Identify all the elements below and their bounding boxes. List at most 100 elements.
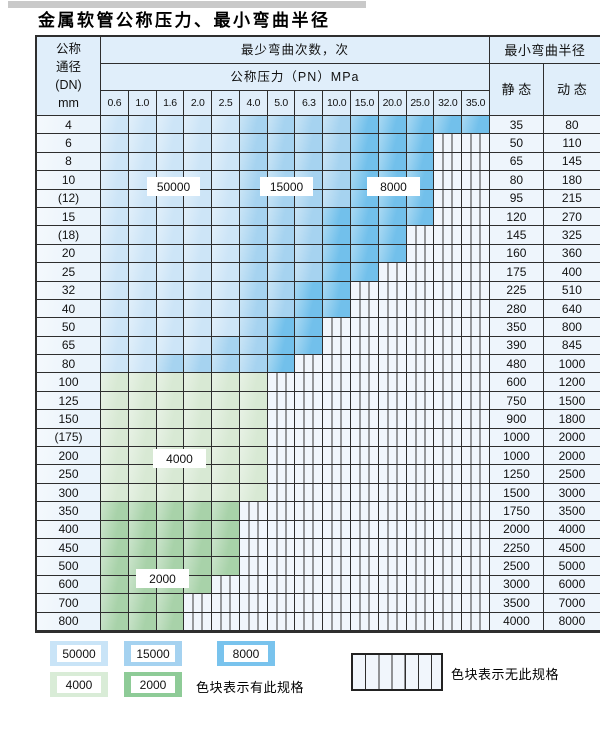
page-title: 金属软管公称压力、最小弯曲半径	[38, 11, 331, 31]
spec-cell	[462, 152, 490, 172]
dynamic-radius-cell: 2000	[543, 428, 600, 448]
pressure-col-header: 15.0	[351, 91, 379, 116]
spec-cell	[156, 263, 185, 282]
spec-cell	[156, 410, 185, 429]
dynamic-radius-cell: 80	[543, 116, 600, 135]
spec-cell	[101, 538, 129, 558]
spec-cell	[101, 612, 129, 631]
spec-cell	[462, 336, 490, 356]
dn-cell: 40	[37, 299, 101, 319]
spec-cell	[239, 134, 268, 153]
spec-cell	[295, 410, 324, 429]
dn-header-line: mm	[58, 95, 79, 110]
dynamic-radius-cell: 2500	[543, 465, 600, 484]
spec-cell	[323, 299, 352, 319]
dynamic-radius-cell: 110	[543, 134, 600, 153]
spec-cell	[462, 263, 490, 282]
spec-cell	[101, 502, 129, 521]
spec-cell	[267, 465, 296, 484]
spec-cell	[128, 465, 157, 484]
static-radius-cell: 750	[489, 391, 544, 411]
spec-cell	[295, 207, 324, 227]
pressure-col-header: 4.0	[239, 91, 268, 116]
pressure-col-header: 0.6	[101, 91, 129, 116]
spec-cell	[406, 465, 435, 484]
spec-cell	[462, 447, 490, 466]
static-radius-cell: 1250	[489, 465, 544, 484]
dn-header-line: (DN)	[55, 77, 82, 92]
dn-cell: 350	[37, 502, 101, 521]
spec-cell	[323, 538, 352, 558]
spec-cell	[378, 244, 407, 264]
spec-cell	[128, 483, 157, 503]
spec-cell	[101, 318, 129, 337]
spec-cell	[212, 299, 240, 319]
spec-cell	[406, 116, 435, 135]
pressure-col-header: 20.0	[378, 91, 407, 116]
spec-cell	[239, 483, 268, 503]
spec-cell	[434, 281, 463, 300]
spec-cell	[156, 355, 185, 374]
spec-cell	[239, 594, 268, 613]
spec-cell	[434, 520, 463, 539]
spec-cell	[434, 483, 463, 503]
spec-cell	[128, 263, 157, 282]
spec-cell	[184, 557, 213, 576]
spec-cell	[239, 447, 268, 466]
spec-cell	[101, 189, 129, 208]
spec-cell	[212, 152, 240, 172]
dynamic-radius-cell: 325	[543, 226, 600, 245]
dynamic-column-header: 动 态	[543, 64, 600, 116]
spec-cell	[212, 373, 240, 392]
spec-cell	[295, 226, 324, 245]
spec-cell	[101, 299, 129, 319]
spec-cell	[434, 538, 463, 558]
spec-cell	[406, 373, 435, 392]
dynamic-radius-cell: 1000	[543, 355, 600, 374]
dn-cell: (18)	[37, 226, 101, 245]
dynamic-radius-cell: 5000	[543, 557, 600, 576]
spec-cell	[212, 116, 240, 135]
spec-cell	[267, 336, 296, 356]
spec-cell	[239, 538, 268, 558]
spec-cell	[184, 263, 213, 282]
spec-cell	[239, 244, 268, 264]
dn-cell: 25	[37, 263, 101, 282]
static-radius-cell: 3000	[489, 575, 544, 595]
spec-cell	[156, 502, 185, 521]
spec-cell	[267, 318, 296, 337]
spec-cell	[434, 207, 463, 227]
spec-cell	[184, 391, 213, 411]
spec-cell	[406, 226, 435, 245]
spec-cell	[406, 263, 435, 282]
spec-cell	[351, 373, 379, 392]
spec-cell	[184, 318, 213, 337]
spec-cell	[462, 299, 490, 319]
dynamic-radius-cell: 2000	[543, 447, 600, 466]
spec-cell	[212, 520, 240, 539]
spec-cell	[406, 299, 435, 319]
spec-cell	[406, 318, 435, 337]
spec-cell	[351, 465, 379, 484]
spec-cell	[239, 116, 268, 135]
spec-cell	[128, 538, 157, 558]
spec-cell	[128, 299, 157, 319]
spec-cell	[156, 594, 185, 613]
spec-cell	[101, 465, 129, 484]
spec-cell	[295, 373, 324, 392]
spec-cell	[323, 594, 352, 613]
static-radius-cell: 1750	[489, 502, 544, 521]
spec-cell	[406, 612, 435, 631]
spec-cell	[406, 152, 435, 172]
pressure-col-header: 2.5	[212, 91, 240, 116]
spec-table: 公称 通径 (DN) mm 最少弯曲次数，次 最小弯曲半径 公称压力（PN）MP…	[35, 35, 600, 633]
spec-cell	[323, 134, 352, 153]
dynamic-radius-cell: 510	[543, 281, 600, 300]
spec-cell	[462, 575, 490, 595]
dn-cell: (175)	[37, 428, 101, 448]
legend-swatch-label: 50000	[57, 645, 101, 662]
spec-cell	[378, 447, 407, 466]
spec-cell	[323, 557, 352, 576]
spec-cell	[378, 594, 407, 613]
spec-cell	[184, 152, 213, 172]
